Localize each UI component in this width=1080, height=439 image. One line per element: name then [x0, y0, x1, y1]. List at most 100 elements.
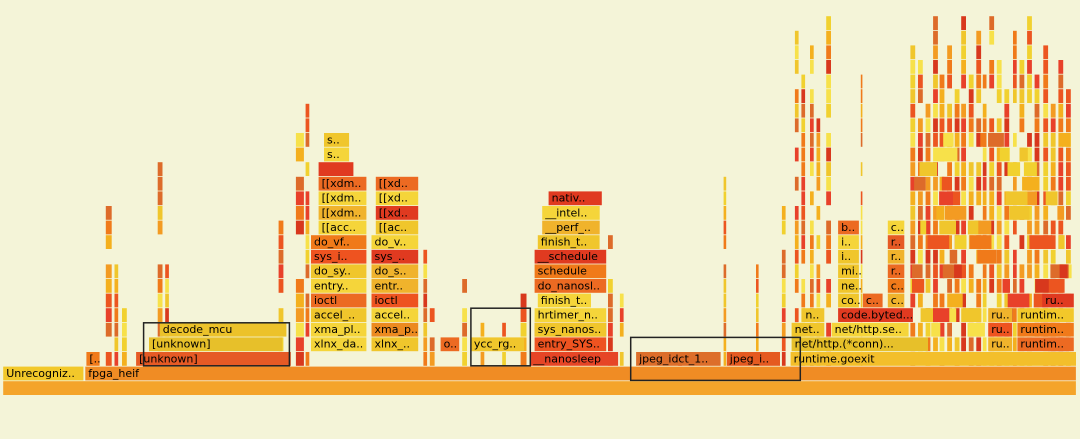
- flame-thin-frame[interactable]: [1043, 45, 1049, 60]
- flame-thin-frame[interactable]: [980, 133, 987, 147]
- flame-thin-frame[interactable]: [826, 322, 831, 337]
- flame-thin-frame[interactable]: [826, 162, 831, 176]
- flame-thin-frame[interactable]: [305, 191, 310, 206]
- flame-frame[interactable]: n..: [802, 308, 825, 322]
- flame-thin-frame[interactable]: [816, 147, 821, 162]
- flame-thin-frame[interactable]: [918, 322, 923, 337]
- flame-thin-frame[interactable]: [989, 16, 995, 30]
- flame-thin-frame[interactable]: [1050, 147, 1056, 162]
- flame-thin-frame[interactable]: [826, 176, 831, 191]
- flame-thin-frame[interactable]: [608, 235, 613, 249]
- flame-thin-frame[interactable]: [1027, 45, 1032, 60]
- flame-thin-frame[interactable]: [976, 176, 982, 191]
- flame-thin-frame[interactable]: [910, 322, 916, 337]
- flame-frame-rect[interactable]: [1042, 293, 1074, 308]
- flame-thin-frame[interactable]: [982, 293, 987, 308]
- flame-frame[interactable]: schedule: [534, 264, 607, 279]
- flame-frame[interactable]: [[ac..: [375, 220, 419, 235]
- flame-frame-rect[interactable]: [534, 322, 607, 337]
- flame-thin-frame[interactable]: [982, 191, 987, 206]
- flame-frame-rect[interactable]: [530, 352, 619, 366]
- flame-thin-frame[interactable]: [933, 147, 938, 162]
- flame-thin-frame[interactable]: [1034, 206, 1040, 220]
- flame-frame-rect[interactable]: [375, 176, 419, 191]
- flame-thin-frame[interactable]: [816, 279, 821, 293]
- flame-thin-frame[interactable]: [810, 45, 814, 60]
- flame-thin-frame[interactable]: [114, 322, 119, 337]
- flame-thin-frame[interactable]: [1066, 162, 1071, 176]
- flame-thin-frame[interactable]: [933, 30, 938, 45]
- flame-thin-frame[interactable]: [982, 162, 987, 176]
- flame-frame-rect[interactable]: [86, 352, 100, 366]
- flame-thin-frame[interactable]: [982, 176, 987, 191]
- flame-thin-frame[interactable]: [1043, 249, 1049, 264]
- flame-thin-frame[interactable]: [295, 176, 304, 191]
- flame-thin-frame[interactable]: [933, 279, 938, 293]
- flame-thin-frame[interactable]: [157, 220, 163, 235]
- flame-thin-frame[interactable]: [989, 176, 995, 191]
- flame-frame[interactable]: nativ..: [548, 191, 602, 206]
- flame-frame-rect[interactable]: [838, 264, 859, 279]
- flame-frame[interactable]: ru..: [988, 308, 1013, 322]
- flame-frame[interactable]: accel_..: [311, 308, 367, 322]
- flame-thin-frame[interactable]: [941, 176, 949, 191]
- flame-thin-frame[interactable]: [996, 279, 1002, 293]
- flame-thin-frame[interactable]: [305, 264, 310, 279]
- flame-thin-frame[interactable]: [939, 264, 945, 279]
- flame-frame[interactable]: __intel..: [542, 206, 600, 220]
- flame-thin-frame[interactable]: [910, 162, 916, 176]
- flame-frame-rect[interactable]: [371, 308, 419, 322]
- flame-thin-frame[interactable]: [925, 264, 931, 279]
- flame-thin-frame[interactable]: [933, 60, 938, 74]
- flame-frame[interactable]: s..: [324, 147, 350, 162]
- flame-thin-frame[interactable]: [989, 74, 995, 89]
- flame-thin-frame[interactable]: [423, 279, 428, 293]
- flame-thin-frame[interactable]: [914, 176, 926, 191]
- flame-thin-frame[interactable]: [933, 45, 938, 60]
- flame-thin-frame[interactable]: [1066, 89, 1071, 103]
- flame-thin-frame[interactable]: [1009, 206, 1030, 220]
- flame-thin-frame[interactable]: [810, 249, 814, 264]
- flame-frame[interactable]: [unknown]: [136, 352, 291, 366]
- flame-thin-frame[interactable]: [826, 89, 831, 103]
- flame-thin-frame[interactable]: [723, 264, 727, 279]
- flame-frame[interactable]: decode_mcu: [159, 322, 287, 337]
- flame-thin-frame[interactable]: [989, 191, 995, 206]
- flame-thin-frame[interactable]: [860, 264, 863, 279]
- flame-thin-frame[interactable]: [1027, 264, 1032, 279]
- flame-thin-frame[interactable]: [723, 322, 727, 337]
- flame-frame-rect[interactable]: [838, 308, 913, 322]
- flame-thin-frame[interactable]: [989, 220, 995, 235]
- flame-thin-frame[interactable]: [826, 16, 831, 30]
- flame-thin-frame[interactable]: [976, 60, 982, 74]
- flame-thin-frame[interactable]: [976, 162, 982, 176]
- flame-thin-frame[interactable]: [947, 45, 952, 60]
- flame-thin-frame[interactable]: [1043, 133, 1049, 147]
- flame-frame[interactable]: i..: [838, 235, 859, 249]
- flame-thin-frame[interactable]: [968, 89, 974, 103]
- flame-thin-frame[interactable]: [925, 206, 931, 220]
- flame-thin-frame[interactable]: [961, 103, 966, 118]
- flame-thin-frame[interactable]: [165, 279, 169, 293]
- flame-thin-frame[interactable]: [1004, 264, 1010, 279]
- flame-frame[interactable]: entry_SYS..: [534, 337, 607, 352]
- flame-frame[interactable]: r..: [887, 264, 905, 279]
- flame-thin-frame[interactable]: [801, 103, 806, 118]
- flame-thin-frame[interactable]: [1058, 220, 1064, 235]
- flame-thin-frame[interactable]: [1059, 264, 1068, 279]
- flame-thin-frame[interactable]: [968, 279, 974, 293]
- flame-thin-frame[interactable]: [810, 264, 814, 279]
- flame-thin-frame[interactable]: [910, 103, 916, 118]
- flame-thin-frame[interactable]: [918, 118, 923, 133]
- flame-thin-frame[interactable]: [295, 352, 304, 366]
- flame-frame-rect[interactable]: [371, 235, 419, 249]
- flame-thin-frame[interactable]: [968, 206, 974, 220]
- flame-thin-frame[interactable]: [961, 162, 966, 176]
- flame-thin-frame[interactable]: [1024, 191, 1038, 206]
- flame-thin-frame[interactable]: [1034, 264, 1040, 279]
- flame-thin-frame[interactable]: [278, 308, 284, 322]
- flame-thin-frame[interactable]: [936, 206, 944, 220]
- flame-thin-frame[interactable]: [954, 264, 962, 279]
- flame-thin-frame[interactable]: [976, 74, 982, 89]
- flame-thin-frame[interactable]: [305, 118, 310, 133]
